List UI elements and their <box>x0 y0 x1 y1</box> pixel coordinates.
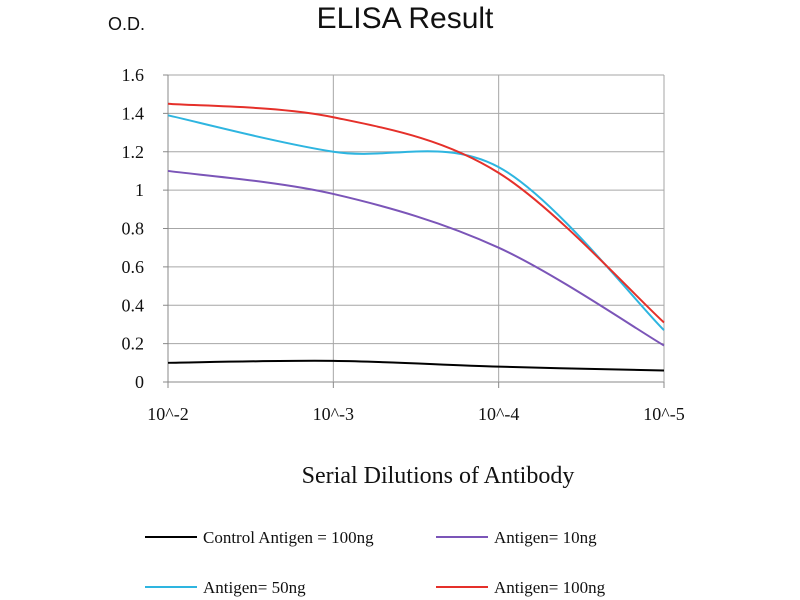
y-ticks: 0 0.2 0.4 0.6 0.8 1 1.2 1.4 1.6 <box>122 65 145 392</box>
x-tick-label: 10^-5 <box>643 404 684 424</box>
x-tick-label: 10^-3 <box>313 404 354 424</box>
y-tick-label: 0 <box>135 372 144 392</box>
legend: Control Antigen = 100ng Antigen= 10ng Anti… <box>145 528 606 597</box>
x-tick-label: 10^-4 <box>478 404 519 424</box>
y-tick-label: 1.6 <box>122 65 145 85</box>
grid <box>163 74 665 388</box>
y-tick-label: 0.6 <box>122 257 145 277</box>
legend-label: Antigen= 10ng <box>494 528 597 547</box>
series-lines <box>167 102 665 372</box>
chart-title: ELISA Result <box>317 2 494 35</box>
legend-label: Antigen= 100ng <box>494 578 606 597</box>
series-line-0 <box>167 359 665 372</box>
y-tick-label: 1.2 <box>122 142 145 162</box>
x-tick-label: 10^-2 <box>147 404 188 424</box>
x-axis-label: Serial Dilutions of Antibody <box>302 463 575 489</box>
series-line-1 <box>167 169 665 347</box>
y-tick-label: 0.4 <box>122 295 145 315</box>
y-tick-label: 0.8 <box>122 219 145 239</box>
y-axis-label: O.D. <box>108 14 145 34</box>
y-tick-label: 1 <box>135 180 144 200</box>
legend-label: Control Antigen = 100ng <box>203 528 374 547</box>
x-ticks: 10^-2 10^-3 10^-4 10^-5 <box>147 404 684 424</box>
y-tick-label: 1.4 <box>122 103 145 123</box>
y-tick-label: 0.2 <box>122 334 145 354</box>
legend-label: Antigen= 50ng <box>203 578 306 597</box>
series-line-3 <box>167 102 665 324</box>
